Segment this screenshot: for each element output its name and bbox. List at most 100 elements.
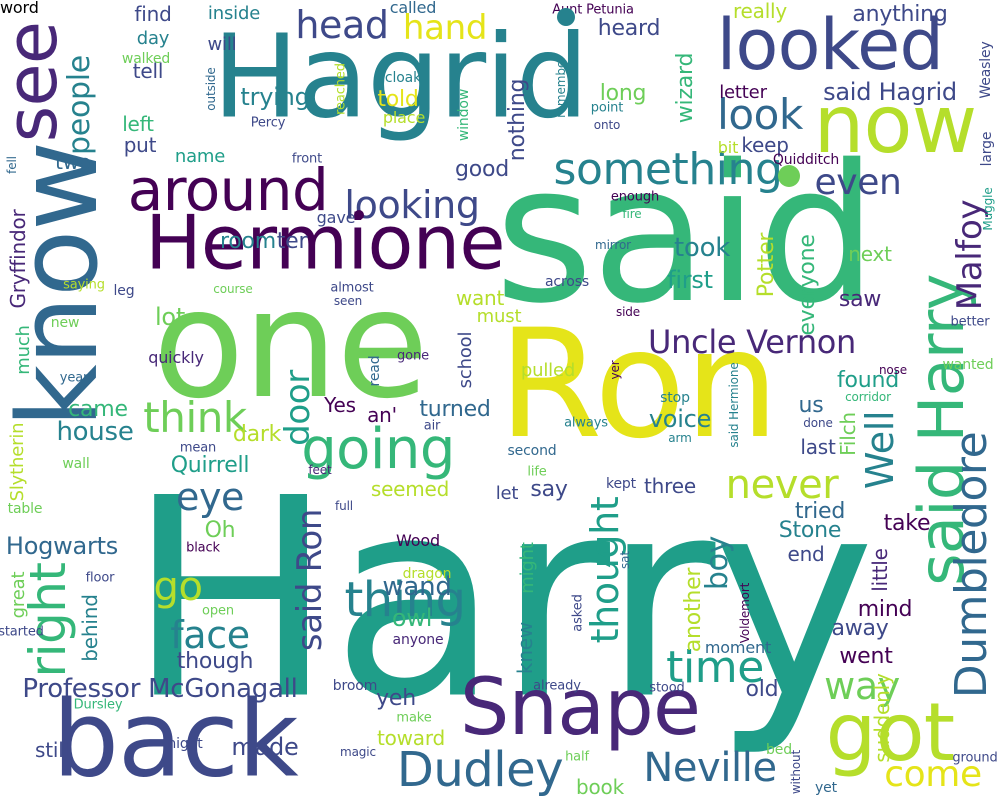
- word-black: black: [186, 540, 220, 556]
- word-nose: nose: [878, 363, 908, 377]
- word-second: second: [507, 443, 557, 459]
- word-walked: walked: [121, 51, 171, 67]
- word-wood: Wood: [396, 531, 440, 550]
- word-first: first: [667, 266, 713, 294]
- word-professor-mcgonagall: Professor McGonagall: [22, 674, 298, 704]
- word-stop: stop: [660, 390, 690, 406]
- word-still: still: [35, 738, 69, 762]
- word-night: night: [167, 736, 203, 752]
- word-saw: saw: [838, 287, 882, 312]
- word-though: though: [176, 649, 254, 674]
- word-uncle-vernon: Uncle Vernon: [647, 323, 857, 361]
- word-must: must: [476, 306, 522, 327]
- word-table: table: [7, 501, 43, 517]
- word-life: life: [527, 464, 547, 480]
- word-hogwarts: Hogwarts: [5, 532, 119, 560]
- word-next: next: [848, 242, 892, 266]
- word-behind: behind: [78, 594, 102, 662]
- word-might: might: [517, 542, 538, 594]
- word-got: got: [825, 686, 956, 779]
- word-three: three: [644, 474, 696, 498]
- word-word: word: [0, 0, 39, 17]
- word-cloak: cloak: [384, 70, 422, 86]
- word-us: us: [798, 393, 824, 418]
- word-slytherin: Slytherin: [7, 422, 28, 502]
- word-arm: arm: [668, 431, 692, 445]
- word-enough: enough: [610, 189, 660, 205]
- word-quirrell: Quirrell: [170, 453, 250, 478]
- word-snape: Snape: [459, 663, 701, 753]
- word-make: make: [396, 710, 432, 726]
- word-looking: looking: [344, 183, 480, 227]
- word-neville: Neville: [643, 745, 777, 791]
- word-dumbledore: Dumbledore: [946, 431, 997, 699]
- word-time: time: [666, 642, 764, 693]
- word-dursley: Dursley: [73, 697, 123, 713]
- word-feet: feet: [308, 463, 332, 477]
- word-tried: tried: [794, 499, 846, 524]
- word-mirror: mirror: [595, 238, 631, 252]
- word-last: last: [800, 435, 836, 459]
- word-took: took: [673, 233, 731, 263]
- word-quidditch: Quidditch: [772, 152, 840, 168]
- word-see: see: [0, 21, 73, 143]
- word-boy: boy: [700, 535, 735, 591]
- word-filch: Filch: [836, 412, 860, 456]
- word-outside: outside: [204, 67, 218, 111]
- word-made: made: [231, 733, 299, 761]
- word-read: read: [367, 355, 383, 387]
- word-two: two: [55, 150, 91, 174]
- word-heard: heard: [597, 16, 661, 41]
- word-even: even: [814, 162, 902, 203]
- word-away: away: [831, 616, 889, 641]
- word-put: put: [123, 133, 157, 157]
- word-owl: owl: [391, 604, 433, 632]
- dot-decoration: [778, 165, 800, 187]
- word-think: think: [143, 393, 247, 442]
- word-toward: toward: [376, 726, 446, 750]
- word-started: started: [0, 624, 44, 640]
- word-let: let: [495, 483, 519, 504]
- word-ron: Ron: [498, 298, 779, 472]
- word-wall: wall: [62, 456, 90, 472]
- word-mind: mind: [857, 597, 913, 622]
- word-sat: sat: [618, 551, 632, 569]
- word-told: told: [377, 87, 419, 112]
- word-end: end: [787, 542, 825, 566]
- word-dudley: Dudley: [396, 742, 564, 798]
- word-went: went: [839, 644, 893, 669]
- word-going: going: [301, 417, 455, 482]
- word-muggle: Muggle: [981, 187, 995, 231]
- word-year: year: [59, 370, 89, 386]
- word-seemed: seemed: [370, 477, 450, 501]
- word-point: point: [590, 100, 624, 116]
- word-go: go: [153, 564, 203, 610]
- word-broom: broom: [332, 678, 378, 694]
- word-hand: hand: [402, 8, 488, 48]
- word-yeh: yeh: [376, 686, 416, 711]
- word-way: way: [824, 664, 900, 708]
- word-found: found: [837, 368, 899, 393]
- word-remember: remember: [554, 56, 568, 118]
- word-keep: keep: [741, 133, 789, 157]
- word-face: face: [170, 613, 250, 657]
- word-an: an': [367, 403, 397, 427]
- word-window: window: [456, 88, 472, 142]
- word-everyone: everyone: [795, 234, 820, 336]
- word-across: across: [544, 274, 590, 290]
- word-lot: lot: [154, 303, 186, 331]
- word-fell: fell: [5, 156, 19, 174]
- word-wand: wand: [382, 572, 452, 602]
- word-already: already: [533, 678, 581, 694]
- word-dark: dark: [232, 422, 282, 447]
- word-hermione: Hermione: [145, 198, 505, 287]
- word-fire: fire: [622, 207, 642, 221]
- word-room: room: [219, 229, 277, 254]
- word-corridor: corridor: [845, 390, 891, 404]
- word-always: always: [564, 415, 608, 431]
- word-called: called: [389, 0, 437, 17]
- word-turned: turned: [419, 397, 491, 422]
- word-anyone: anyone: [392, 632, 444, 648]
- word-thing: thing: [344, 572, 466, 628]
